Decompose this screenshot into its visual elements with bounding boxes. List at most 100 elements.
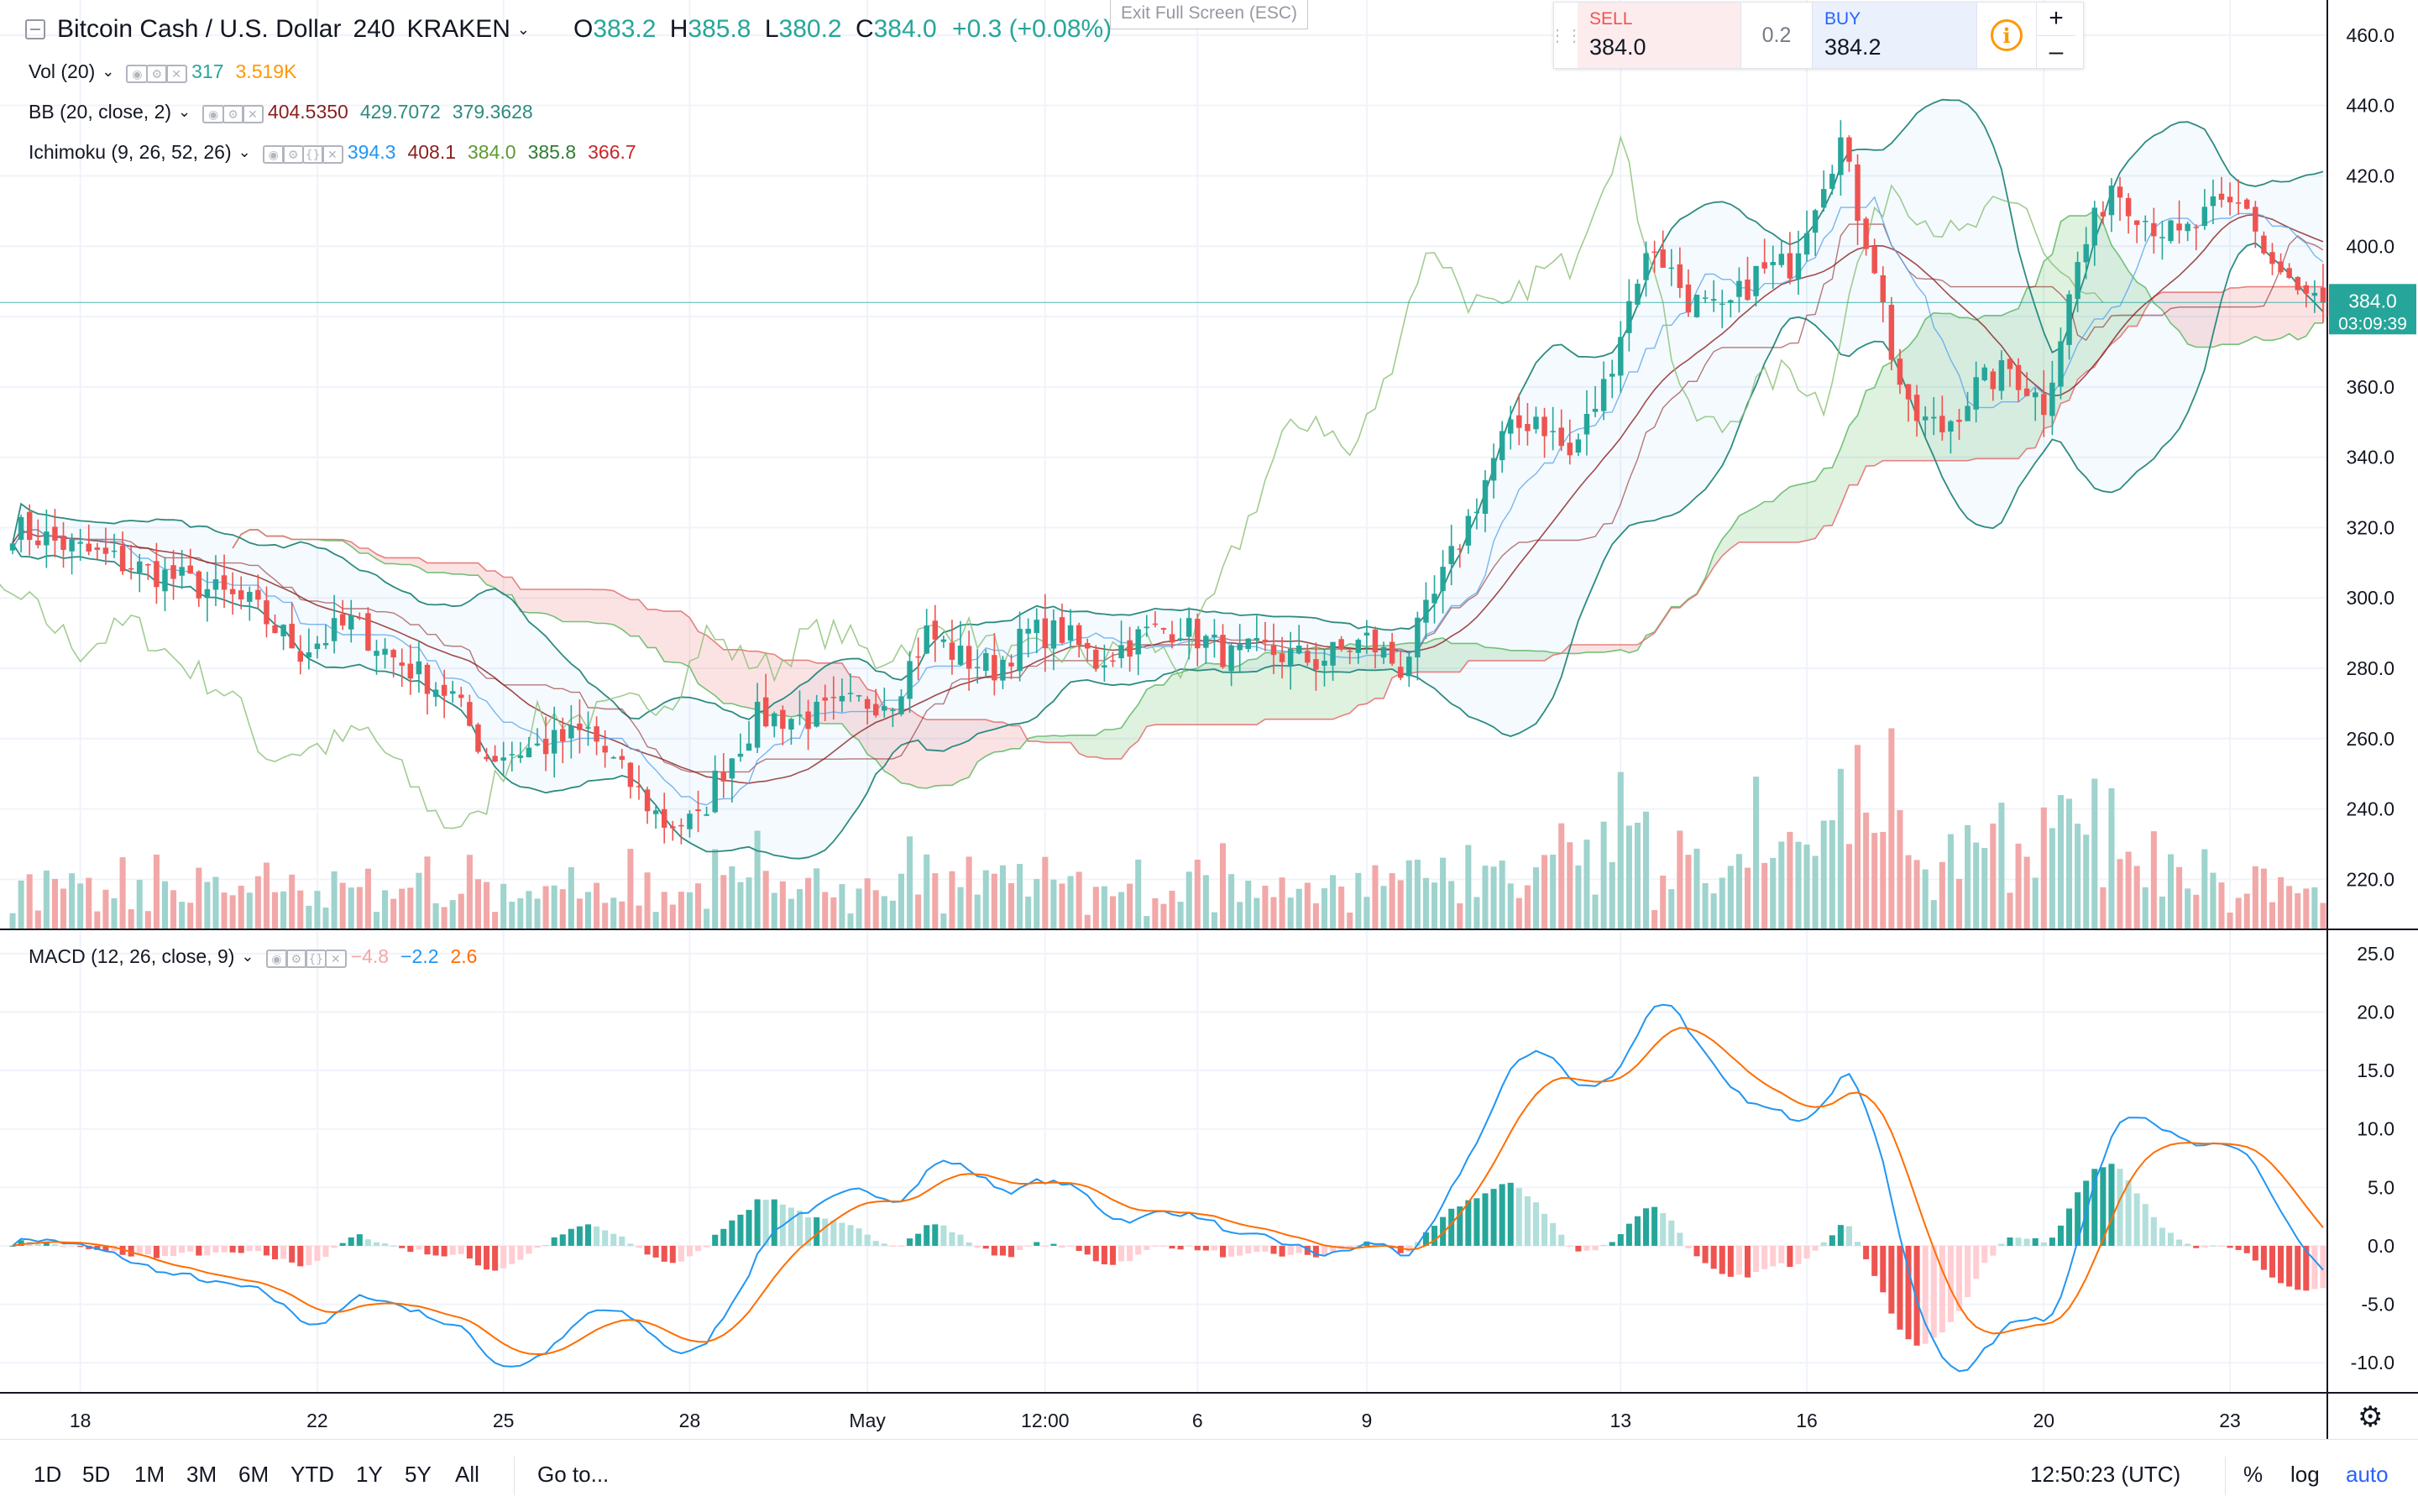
range-1d[interactable]: 1D (34, 1462, 62, 1487)
volume-bar (449, 900, 456, 929)
settings-icon[interactable]: ⚙ (285, 950, 307, 968)
legend-ichimoku-name[interactable]: Ichimoku (9, 26, 52, 26) (29, 141, 232, 163)
volume-bar (1025, 897, 1032, 929)
range-1m[interactable]: 1M (134, 1462, 165, 1487)
close-icon[interactable]: ✕ (241, 105, 264, 123)
candle-body (754, 701, 761, 748)
range-5d[interactable]: 5D (82, 1462, 111, 1487)
range-ytd[interactable]: YTD (290, 1462, 334, 1487)
volume-bar (348, 887, 354, 929)
macd-histogram-bar (2311, 1245, 2318, 1290)
macd-histogram-bar (187, 1245, 194, 1252)
symbol-name[interactable]: Bitcoin Cash / U.S. Dollar (57, 15, 342, 43)
eye-icon[interactable]: ◉ (262, 145, 285, 164)
cloud-segment (453, 562, 462, 574)
go-to-button[interactable]: Go to... (537, 1462, 610, 1487)
close-icon[interactable]: ✕ (324, 950, 347, 968)
candle-body (560, 729, 566, 742)
candle-body (1939, 416, 1945, 432)
chart-canvas[interactable]: 220.0240.0260.0280.0300.0320.0340.0360.0… (0, 0, 2418, 1439)
macd-histogram-bar (1363, 1241, 1370, 1246)
macd-histogram-bar (1499, 1184, 1505, 1246)
settings-icon[interactable]: ⚙ (282, 145, 305, 164)
sell-button[interactable]: SELL 384.0 (1578, 3, 1741, 68)
eye-icon[interactable]: ◉ (202, 105, 225, 123)
price-axis-label: 420.0 (2346, 165, 2394, 186)
range-3m[interactable]: 3M (186, 1462, 217, 1487)
candle-body (280, 625, 286, 636)
chevron-down-icon[interactable]: ⌄ (238, 144, 251, 160)
macd-histogram-bar (399, 1245, 406, 1248)
candle-body (847, 693, 854, 694)
time-axis-label: 13 (1609, 1410, 1631, 1431)
candle-body (1262, 639, 1269, 643)
volume-bar (559, 889, 566, 929)
legend-volume-name[interactable]: Vol (20) (29, 60, 96, 82)
cloud-segment (1908, 336, 1918, 461)
info-icon[interactable]: i (1976, 3, 2036, 68)
chevron-down-icon[interactable]: ⌄ (102, 63, 115, 80)
source-code-icon[interactable]: {} (305, 950, 327, 968)
chevron-down-icon[interactable]: ⌄ (178, 103, 191, 120)
eye-icon[interactable]: ◉ (265, 950, 288, 968)
range-all[interactable]: All (455, 1462, 479, 1487)
candle-body (974, 667, 981, 668)
candle-body (2218, 193, 2225, 200)
range-6m[interactable]: 6M (238, 1462, 270, 1487)
legend-macd-name[interactable]: MACD (12, 26, close, 9) (29, 945, 235, 967)
cloud-segment (1189, 667, 1198, 725)
candle-body (458, 694, 464, 698)
volume-bar (1990, 823, 1997, 929)
percent-toggle[interactable]: % (2243, 1462, 2264, 1487)
candle-body (619, 756, 625, 761)
candle-body (2100, 212, 2107, 217)
cloud-segment (1976, 315, 1985, 459)
candle-body (915, 656, 921, 658)
macd-histogram-bar (1710, 1245, 1717, 1269)
volume-bar (399, 888, 406, 929)
log-toggle[interactable]: log (2290, 1462, 2320, 1487)
chevron-down-icon[interactable]: ⌄ (241, 948, 254, 965)
cloud-segment (486, 571, 495, 589)
close-icon[interactable]: ✕ (165, 65, 188, 83)
buy-button[interactable]: BUY 384.2 (1813, 3, 1976, 68)
drag-handle-icon[interactable]: ⋮⋮ (1549, 26, 1583, 45)
volume-bar (1109, 896, 1117, 929)
volume-bar (356, 887, 363, 929)
cloud-segment (723, 649, 732, 704)
volume-bar (1550, 854, 1557, 929)
volume-bar (754, 830, 761, 929)
volume-bar (1457, 902, 1463, 929)
cloud-segment (1096, 730, 1105, 759)
eye-icon[interactable]: ◉ (126, 65, 149, 83)
auto-toggle[interactable]: auto (2346, 1462, 2389, 1487)
cloud-segment (698, 631, 707, 690)
candle-body (2143, 221, 2148, 222)
candle-body (992, 655, 997, 681)
range-1y[interactable]: 1Y (356, 1462, 383, 1487)
candle-body (272, 625, 278, 634)
chevron-down-icon[interactable]: ⌄ (516, 20, 530, 38)
range-5y[interactable]: 5Y (405, 1462, 432, 1487)
macd-histogram-bar (2227, 1245, 2233, 1248)
volume-bar (297, 890, 304, 929)
candle-body (1846, 137, 1852, 162)
settings-icon[interactable]: ⚙ (222, 105, 244, 123)
macd-histogram-bar (1820, 1242, 1827, 1246)
chart-settings-gear-icon[interactable]: ⚙ (2358, 1400, 2384, 1434)
cloud-segment (1536, 651, 1545, 661)
settings-icon[interactable]: ⚙ (145, 65, 168, 83)
close-icon[interactable]: ✕ (321, 145, 343, 164)
candle-body (1567, 442, 1573, 456)
collapse-legend-icon[interactable] (25, 19, 45, 39)
candle-body (1888, 305, 1895, 360)
legend-bb-name[interactable]: BB (20, close, 2) (29, 101, 172, 123)
cloud-segment (588, 589, 597, 624)
macd-axis: -10.0 -5.0 0.0 5.0 10.0 15.0 20.0 25.0 (2351, 943, 2394, 1373)
plus-button[interactable]: + (2037, 3, 2075, 36)
minus-button[interactable]: – (2049, 37, 2064, 65)
candle-body (864, 698, 871, 709)
source-code-icon[interactable]: {} (301, 145, 324, 164)
candle-body (1160, 628, 1167, 630)
volume-bar (2142, 887, 2148, 929)
